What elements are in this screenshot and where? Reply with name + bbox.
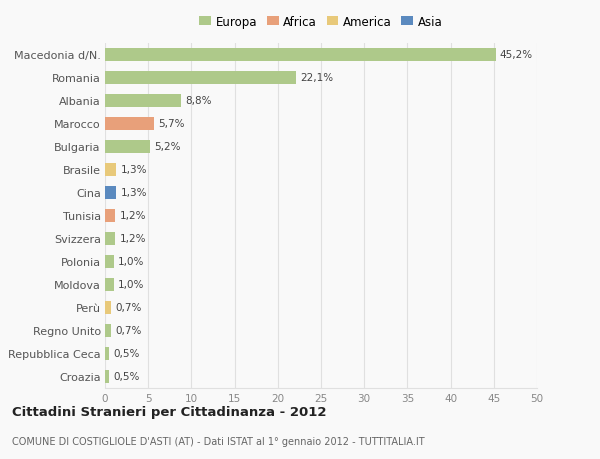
Bar xyxy=(105,324,111,337)
Bar xyxy=(105,370,109,383)
Bar xyxy=(105,232,115,245)
Text: 0,7%: 0,7% xyxy=(115,325,142,336)
Text: Cittadini Stranieri per Cittadinanza - 2012: Cittadini Stranieri per Cittadinanza - 2… xyxy=(12,405,326,419)
Text: 1,2%: 1,2% xyxy=(119,234,146,244)
Text: 1,0%: 1,0% xyxy=(118,257,145,267)
Text: COMUNE DI COSTIGLIOLE D'ASTI (AT) - Dati ISTAT al 1° gennaio 2012 - TUTTITALIA.I: COMUNE DI COSTIGLIOLE D'ASTI (AT) - Dati… xyxy=(12,437,425,446)
Text: 45,2%: 45,2% xyxy=(500,50,533,60)
Text: 5,7%: 5,7% xyxy=(158,119,185,129)
Legend: Europa, Africa, America, Asia: Europa, Africa, America, Asia xyxy=(197,13,445,31)
Text: 0,5%: 0,5% xyxy=(113,371,140,381)
Bar xyxy=(105,255,113,268)
Text: 0,5%: 0,5% xyxy=(113,348,140,358)
Bar xyxy=(105,95,181,107)
Text: 8,8%: 8,8% xyxy=(185,96,212,106)
Bar xyxy=(105,72,296,84)
Bar xyxy=(105,209,115,222)
Text: 1,2%: 1,2% xyxy=(119,211,146,221)
Bar xyxy=(105,301,111,314)
Text: 0,7%: 0,7% xyxy=(115,302,142,313)
Text: 1,3%: 1,3% xyxy=(121,165,147,175)
Text: 5,2%: 5,2% xyxy=(154,142,181,152)
Text: 22,1%: 22,1% xyxy=(300,73,334,83)
Bar xyxy=(105,163,116,176)
Bar xyxy=(105,140,150,153)
Bar xyxy=(105,186,116,199)
Text: 1,3%: 1,3% xyxy=(121,188,147,198)
Bar xyxy=(105,278,113,291)
Bar xyxy=(105,49,496,62)
Bar xyxy=(105,118,154,130)
Text: 1,0%: 1,0% xyxy=(118,280,145,290)
Bar xyxy=(105,347,109,360)
